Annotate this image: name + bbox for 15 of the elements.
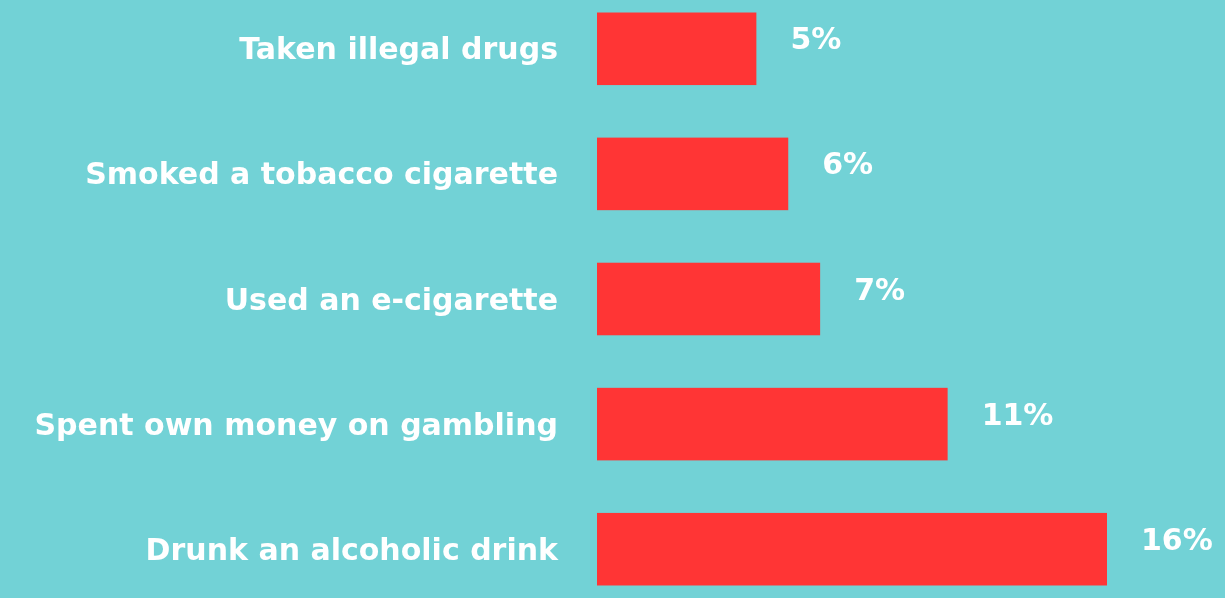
bar [597,262,821,336]
y-tick-label: Taken illegal drugs [239,31,558,67]
bar [597,512,1107,586]
y-tick-label: Smoked a tobacco cigarette [85,156,558,192]
bar [597,137,789,211]
data-label: 16% [1141,521,1213,557]
data-label: 7% [854,271,906,307]
data-label: 6% [822,146,874,182]
bar [597,12,757,86]
data-label: 5% [790,21,842,57]
y-tick-label: Spent own money on gambling [34,406,558,442]
data-label: 11% [981,396,1054,432]
y-tick-label: Drunk an alcoholic drink [145,531,560,567]
y-tick-label: Used an e-cigarette [224,281,558,317]
bar [597,387,948,461]
